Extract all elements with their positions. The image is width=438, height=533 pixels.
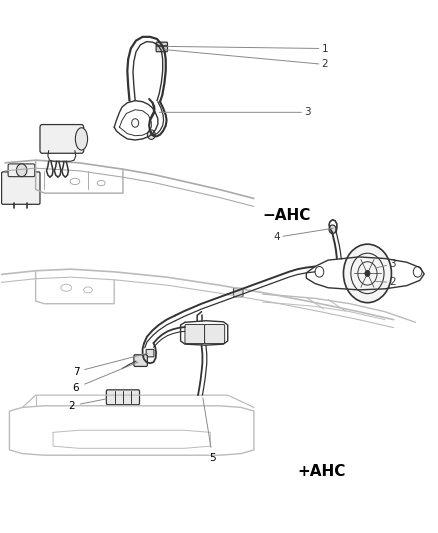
FancyBboxPatch shape [205,325,225,344]
Text: 3: 3 [159,107,311,117]
FancyBboxPatch shape [8,164,35,176]
Text: 4: 4 [274,228,333,243]
Circle shape [329,225,336,233]
Ellipse shape [75,128,88,150]
Text: +AHC: +AHC [297,464,346,479]
Ellipse shape [41,128,74,150]
Circle shape [343,244,392,303]
Circle shape [16,164,27,176]
Text: −AHC: −AHC [263,208,311,223]
Text: 3: 3 [375,259,396,269]
FancyBboxPatch shape [146,350,154,357]
Text: 5: 5 [203,398,216,463]
FancyBboxPatch shape [40,125,84,154]
Text: 2: 2 [375,278,396,287]
Circle shape [148,130,155,140]
Text: 2: 2 [164,50,328,69]
Text: 1: 1 [167,44,328,53]
FancyBboxPatch shape [156,42,167,52]
Text: 6: 6 [73,362,138,393]
FancyBboxPatch shape [233,288,243,297]
FancyBboxPatch shape [185,325,205,344]
FancyBboxPatch shape [106,390,140,405]
FancyBboxPatch shape [134,355,148,367]
Circle shape [365,270,370,277]
Text: 7: 7 [73,353,147,377]
Text: 2: 2 [68,399,106,411]
FancyBboxPatch shape [2,172,40,204]
